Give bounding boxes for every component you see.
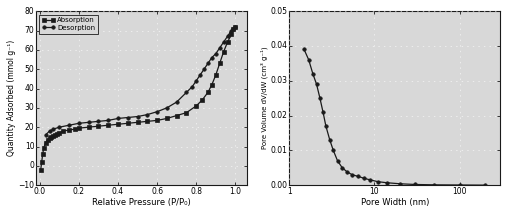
Absorption — [184, 111, 190, 114]
Desorption — [115, 117, 121, 120]
Desorption — [205, 62, 211, 65]
Desorption — [66, 124, 72, 126]
Desorption — [193, 79, 199, 82]
Absorption — [95, 125, 101, 128]
Absorption — [230, 27, 236, 30]
Legend: Absorption, Desorption: Absorption, Desorption — [40, 15, 98, 34]
Absorption — [52, 134, 58, 136]
Absorption — [173, 114, 179, 117]
Desorption — [50, 128, 56, 130]
Absorption — [66, 129, 72, 131]
Desorption — [105, 119, 111, 122]
Desorption — [125, 116, 131, 119]
Absorption — [232, 25, 238, 28]
Absorption — [225, 41, 231, 43]
Absorption — [72, 128, 78, 130]
Absorption — [144, 120, 151, 123]
Absorption — [213, 74, 219, 76]
Absorption — [38, 168, 44, 171]
Y-axis label: Pore Volume dV/dW (cm³ g⁻¹): Pore Volume dV/dW (cm³ g⁻¹) — [261, 47, 268, 150]
Absorption — [40, 153, 46, 156]
Absorption — [47, 137, 53, 139]
Desorption — [144, 113, 151, 116]
Absorption — [205, 91, 211, 94]
Y-axis label: Quantity Adsorbed (mmol g⁻¹): Quantity Adsorbed (mmol g⁻¹) — [7, 40, 16, 156]
Absorption — [134, 121, 140, 124]
Desorption — [213, 52, 219, 55]
Absorption — [125, 122, 131, 125]
Absorption — [154, 119, 160, 122]
Desorption — [134, 115, 140, 118]
Desorption — [197, 74, 203, 76]
Absorption — [39, 161, 45, 163]
Absorption — [54, 133, 60, 135]
Line: Absorption: Absorption — [39, 25, 237, 171]
Desorption — [221, 41, 227, 43]
Absorption — [41, 147, 47, 150]
Desorption — [209, 56, 215, 59]
Desorption — [216, 47, 223, 49]
Absorption — [105, 124, 111, 126]
Desorption — [86, 121, 92, 124]
Desorption — [232, 25, 238, 28]
Desorption — [225, 35, 231, 38]
Absorption — [56, 132, 62, 134]
Desorption — [95, 120, 101, 123]
Desorption — [47, 130, 53, 132]
Absorption — [86, 126, 92, 128]
Absorption — [164, 117, 170, 120]
Absorption — [115, 123, 121, 126]
Absorption — [45, 138, 51, 141]
Absorption — [209, 83, 215, 86]
Desorption — [201, 68, 207, 70]
Absorption — [216, 62, 223, 65]
Desorption — [56, 126, 62, 128]
Absorption — [49, 135, 55, 138]
Absorption — [50, 135, 56, 137]
Desorption — [228, 29, 234, 32]
Desorption — [184, 91, 190, 94]
Desorption — [43, 134, 49, 136]
Desorption — [173, 101, 179, 103]
Absorption — [199, 99, 205, 101]
Absorption — [76, 127, 82, 129]
Desorption — [189, 85, 195, 88]
Absorption — [228, 33, 234, 36]
Absorption — [221, 51, 227, 53]
X-axis label: Relative Pressure (P/P₀): Relative Pressure (P/P₀) — [92, 198, 191, 207]
Desorption — [164, 107, 170, 109]
X-axis label: Pore Width (nm): Pore Width (nm) — [360, 198, 429, 207]
Desorption — [76, 122, 82, 125]
Line: Desorption: Desorption — [44, 25, 237, 137]
Absorption — [60, 130, 66, 132]
Absorption — [43, 141, 49, 144]
Desorption — [154, 110, 160, 113]
Absorption — [193, 105, 199, 107]
Desorption — [230, 27, 236, 30]
